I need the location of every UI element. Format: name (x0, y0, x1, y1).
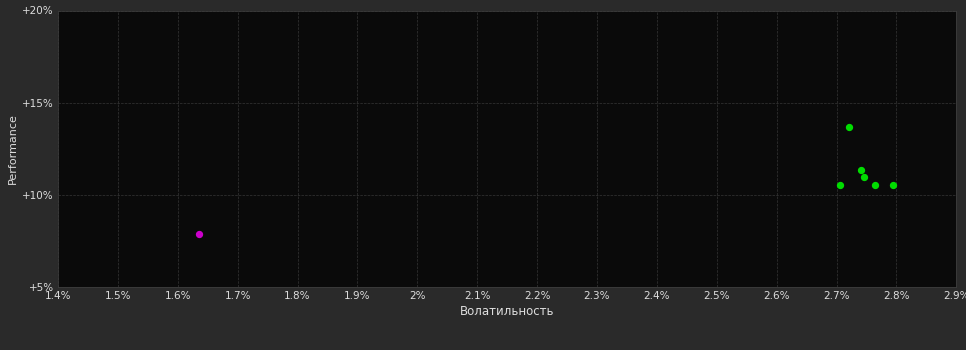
Y-axis label: Performance: Performance (8, 113, 18, 184)
Point (856, 175, 871, 180)
Point (886, 182, 901, 188)
Point (867, 182, 883, 188)
X-axis label: Волатильность: Волатильность (460, 305, 554, 318)
Point (840, 124, 856, 130)
Point (853, 167, 868, 173)
Point (832, 182, 847, 188)
Point (191, 231, 207, 236)
